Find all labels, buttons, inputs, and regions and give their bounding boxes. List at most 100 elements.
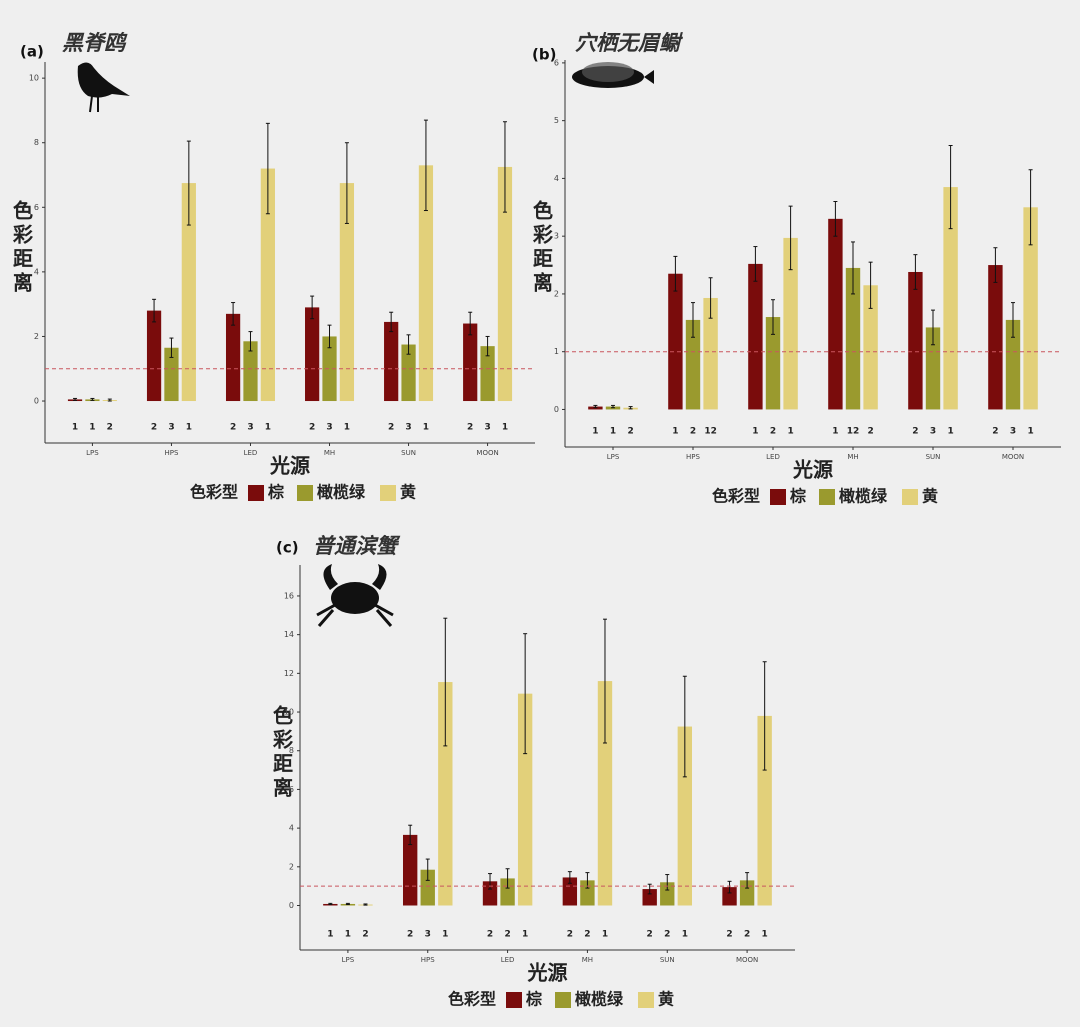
count-label: 2	[726, 930, 732, 940]
legend-title: 色彩型	[712, 487, 760, 506]
crab-legs	[316, 603, 394, 627]
x-tick-label: LED	[244, 449, 258, 457]
count-label: 3	[168, 423, 174, 433]
count-label: 1	[1027, 427, 1033, 437]
silhouettes	[77, 62, 654, 627]
count-label: 2	[230, 423, 236, 433]
y-tick-label: 10	[284, 708, 294, 717]
x-tick-label: SUN	[660, 956, 675, 964]
bar	[562, 877, 578, 906]
count-label: 2	[151, 423, 157, 433]
legend-label: 橄榄绿	[317, 483, 366, 502]
bar	[418, 165, 434, 402]
bar	[420, 869, 435, 906]
bar	[1023, 207, 1038, 410]
x-tick-label: MH	[847, 453, 858, 461]
legend-swatch	[506, 992, 522, 1008]
count-label: 2	[770, 427, 776, 437]
x-tick-label: MOON	[1002, 453, 1024, 461]
y-tick-label: 0	[554, 405, 559, 414]
count-label: 1	[344, 423, 350, 433]
y-axis-label: 色彩距离	[530, 199, 554, 296]
fish-tail	[644, 70, 654, 84]
count-label: 2	[487, 930, 493, 940]
legend-label: 橄榄绿	[575, 990, 624, 1009]
legend-swatch	[819, 489, 835, 505]
x-tick-label: MOON	[736, 956, 758, 964]
bar	[322, 336, 337, 402]
legend-label: 黄	[922, 487, 938, 506]
bar	[597, 681, 613, 906]
count-label: 2	[388, 423, 394, 433]
bar	[988, 265, 1003, 410]
y-tick-label: 6	[289, 785, 294, 794]
x-axis-label: 光源	[527, 961, 568, 985]
bar	[480, 346, 495, 402]
count-label: 3	[484, 423, 490, 433]
bar	[943, 187, 958, 410]
bar	[685, 319, 701, 410]
y-tick-label: 10	[29, 74, 39, 83]
y-tick-label: 6	[34, 203, 39, 212]
count-label: 1	[610, 427, 616, 437]
bar	[401, 344, 416, 402]
legend-label: 橄榄绿	[839, 487, 888, 506]
count-label: 3	[425, 930, 431, 940]
count-label: 2	[107, 423, 113, 433]
x-tick-label: HPS	[686, 453, 700, 461]
count-label: 2	[467, 423, 473, 433]
bar	[668, 273, 683, 410]
x-tick-label: MH	[324, 449, 335, 457]
legend-swatch	[248, 485, 264, 501]
count-label: 12	[847, 427, 860, 437]
count-label: 1	[186, 423, 192, 433]
legend-label: 棕	[526, 990, 542, 1009]
bar	[181, 183, 196, 402]
gull-icon	[77, 62, 130, 98]
crab-icon	[331, 582, 379, 614]
crab-claws	[323, 564, 387, 590]
y-tick-label: 4	[554, 174, 559, 183]
legend-title: 色彩型	[190, 483, 238, 502]
x-axis-label: 光源	[792, 458, 833, 482]
legend-label: 黄	[400, 483, 416, 502]
chart-title: 黑脊鸥	[62, 31, 128, 55]
x-tick-label: MH	[582, 956, 593, 964]
x-tick-label: SUN	[926, 453, 941, 461]
count-label: 1	[442, 930, 448, 940]
bar	[908, 271, 923, 410]
count-label: 2	[867, 427, 873, 437]
count-label: 1	[592, 427, 598, 437]
legend-label: 棕	[790, 487, 806, 506]
bar	[757, 715, 772, 906]
count-label: 3	[326, 423, 332, 433]
x-tick-label: HPS	[421, 956, 435, 964]
chart-title: 穴栖无眉鳚	[575, 31, 684, 55]
count-label: 1	[89, 423, 95, 433]
bar	[925, 327, 941, 410]
bar	[243, 341, 258, 402]
bar	[497, 166, 513, 402]
bar	[402, 834, 418, 906]
y-axis-label: 色彩距离	[10, 199, 34, 296]
count-label: 1	[682, 930, 688, 940]
count-label: 1	[72, 423, 78, 433]
legend-swatch	[902, 489, 918, 505]
x-tick-label: LED	[501, 956, 515, 964]
count-label: 1	[787, 427, 793, 437]
y-tick-label: 16	[284, 591, 294, 600]
bar	[164, 347, 179, 402]
y-tick-label: 2	[554, 289, 559, 298]
count-label: 2	[744, 930, 750, 940]
count-label: 1	[832, 427, 838, 437]
fish-fin	[582, 62, 634, 82]
count-label: 1	[327, 930, 333, 940]
bar	[517, 693, 533, 906]
count-label: 12	[704, 427, 717, 437]
bar	[828, 218, 843, 410]
bar	[438, 682, 453, 906]
count-label: 1	[522, 930, 528, 940]
y-tick-label: 2	[289, 862, 294, 871]
